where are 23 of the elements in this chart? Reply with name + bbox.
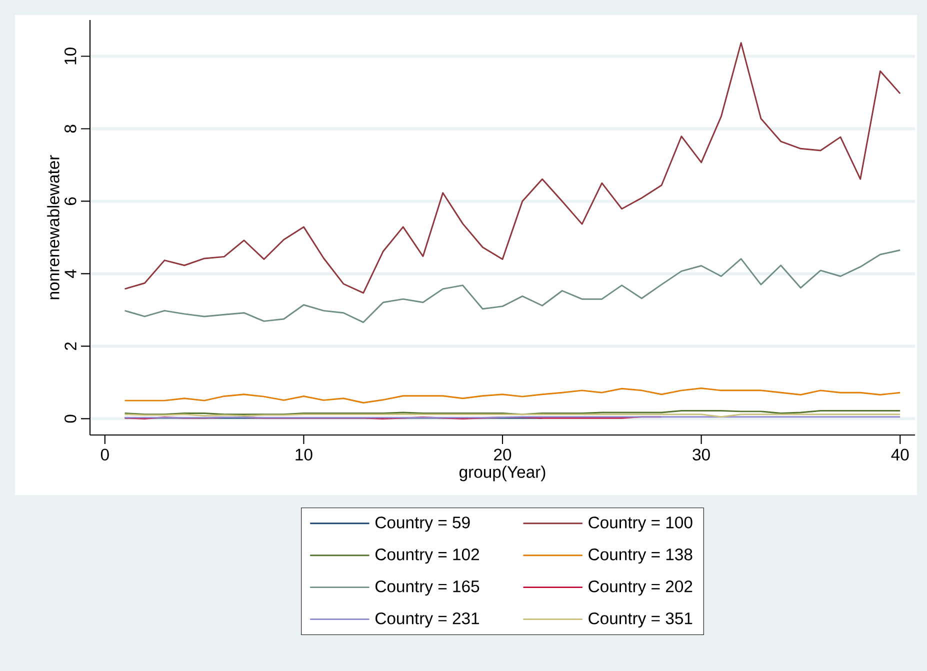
legend-label: Country = 165	[376, 580, 480, 596]
y-tick-label: 0	[64, 414, 76, 423]
y-tick-label: 2	[64, 342, 76, 350]
x-tick-label: 40	[891, 448, 909, 461]
y-tick-label: 8	[64, 124, 76, 133]
legend-label: Country = 102	[376, 548, 479, 564]
legend-label: Country = 202	[588, 580, 692, 596]
y-tick-label: 10	[64, 48, 76, 64]
x-tick-label: 10	[296, 448, 312, 461]
y-tick-label: 4	[64, 270, 76, 278]
legend-label: Country = 138	[588, 548, 692, 564]
x-axis-title: group(Year)	[459, 466, 546, 482]
legend-label: Country = 100	[588, 516, 692, 532]
y-axis-title: nonrenewablewater	[47, 155, 60, 300]
line-series	[124, 42, 901, 294]
x-tick-label: 30	[692, 448, 710, 461]
x-tick-label: 0	[100, 448, 109, 461]
y-tick-label: 6	[64, 197, 76, 206]
legend-label: Country = 59	[376, 516, 470, 532]
x-tick-label: 20	[494, 448, 512, 461]
legend-label: Country = 231	[376, 612, 479, 628]
line-series	[124, 249, 901, 324]
legend-label: Country = 351	[588, 612, 692, 628]
